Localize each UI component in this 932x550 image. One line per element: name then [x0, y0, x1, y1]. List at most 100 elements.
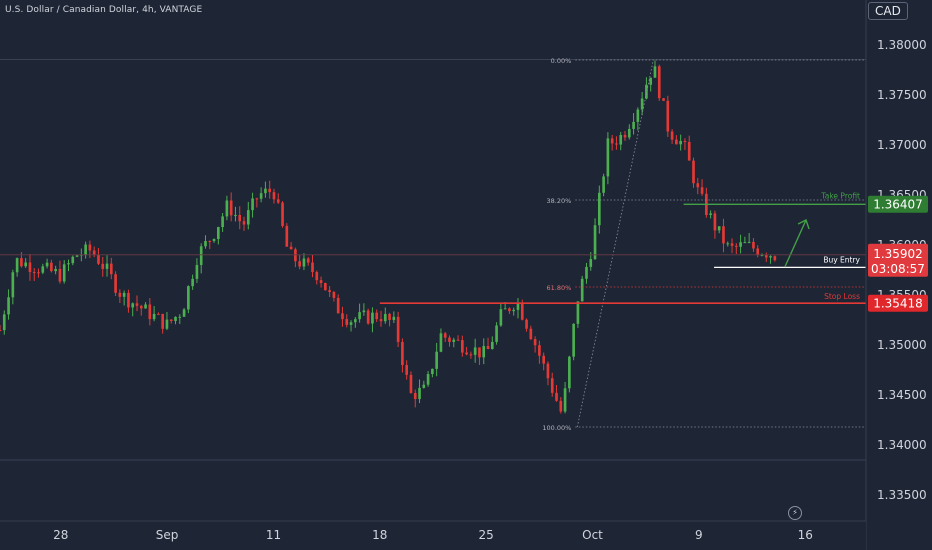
candle-body	[747, 241, 751, 243]
candle-body	[687, 141, 691, 161]
candle-body	[122, 292, 126, 297]
candle-body	[152, 313, 156, 320]
fib-level-label: 0.00%	[551, 57, 572, 65]
candle-body	[529, 328, 533, 340]
candle-body	[730, 243, 734, 246]
time-axis[interactable]: 28 Sep 11 18 25 Oct 9 16	[0, 520, 866, 550]
candle-body	[675, 139, 678, 145]
candle-body	[533, 339, 537, 346]
candle-body	[756, 248, 760, 255]
target-arrow-shaft[interactable]	[784, 219, 807, 268]
candle-body	[752, 241, 755, 249]
candle-body	[45, 262, 49, 267]
candle-body	[461, 340, 464, 353]
candle-body	[559, 400, 563, 412]
candle-body	[589, 259, 593, 267]
flash-icon[interactable]: ⚡	[788, 506, 802, 520]
candle-body	[473, 347, 477, 355]
candle-body	[722, 226, 725, 244]
candle-body	[679, 140, 682, 145]
candle-body	[743, 242, 747, 244]
currency-button[interactable]: CAD	[868, 2, 908, 20]
candle-body	[32, 272, 36, 274]
candle-body	[341, 313, 344, 320]
candle-body	[118, 292, 122, 297]
candle-body	[670, 131, 674, 140]
candle-body	[97, 254, 100, 264]
candle-body	[645, 84, 648, 99]
time-tick-label: 28	[53, 528, 68, 542]
symbol-title[interactable]: U.S. Dollar / Canadian Dollar, 4h, VANTA…	[5, 5, 203, 15]
candle-body	[516, 302, 520, 310]
candle-body	[259, 193, 263, 199]
candle-body	[195, 264, 199, 279]
candle-body	[242, 221, 246, 225]
candle-body	[627, 128, 631, 138]
candle-body	[131, 303, 135, 308]
candle-body	[37, 272, 40, 274]
candle-body	[127, 292, 130, 308]
candle-body	[713, 213, 717, 231]
candle-body	[649, 77, 653, 85]
candle-body	[375, 312, 379, 320]
price-tick-label: 1.34500	[877, 388, 927, 402]
stop-loss-price-tag-background[interactable]	[868, 294, 928, 312]
candle-body	[255, 198, 259, 200]
price-axis[interactable]: 1.380001.375001.370001.365001.360001.355…	[865, 0, 932, 550]
candle-body	[302, 258, 306, 267]
candle-body	[568, 356, 571, 389]
candle-body	[238, 214, 242, 222]
candle-body	[593, 225, 597, 260]
candle-body	[178, 316, 182, 318]
candle-body	[383, 313, 387, 322]
candle-body	[550, 378, 554, 393]
candle-body	[169, 319, 173, 322]
current-price-tag-background[interactable]	[868, 243, 928, 277]
candle-body	[208, 241, 212, 243]
candle-body	[632, 121, 635, 129]
candle-body	[469, 354, 473, 356]
candle-body	[24, 262, 28, 267]
candle-body	[349, 322, 353, 325]
candle-body	[285, 225, 289, 247]
fib-level-label: 38.20%	[547, 197, 572, 205]
fib-trend-line[interactable]	[576, 59, 654, 428]
candle-body	[336, 297, 340, 314]
take-profit-price-tag-background[interactable]	[868, 195, 928, 213]
candle-body	[405, 365, 409, 375]
candle-body	[366, 310, 370, 324]
candle-body	[328, 290, 331, 293]
candle-body	[276, 199, 280, 203]
candle-body	[161, 313, 165, 329]
candle-body	[392, 316, 396, 321]
candle-body	[88, 244, 92, 251]
candle-body	[20, 258, 23, 267]
candle-body	[144, 304, 147, 309]
candle-body	[212, 239, 216, 242]
price-tick-label: 1.37500	[877, 88, 927, 102]
candle-body	[696, 183, 700, 188]
candle-body	[508, 308, 511, 312]
candle-body	[760, 254, 764, 256]
candle-body	[268, 188, 272, 193]
candle-body	[482, 346, 486, 358]
candle-body	[555, 392, 558, 401]
candle-body	[0, 330, 2, 331]
candle-body	[246, 210, 250, 225]
candle-body	[105, 263, 109, 269]
candle-body	[294, 249, 297, 262]
candle-body	[148, 304, 152, 320]
candle-body	[67, 263, 70, 265]
candle-body	[114, 274, 117, 293]
candle-body	[726, 243, 730, 245]
bar-countdown-label: 03:08:57	[871, 262, 925, 276]
candle-body	[692, 160, 695, 184]
candle-body	[84, 244, 87, 255]
candle-body	[62, 264, 66, 282]
candle-body	[362, 310, 366, 313]
candle-body	[379, 319, 383, 322]
stop-loss-price-tag: 1.35418	[873, 297, 923, 311]
candle-body	[409, 374, 413, 393]
candle-body	[54, 268, 57, 272]
